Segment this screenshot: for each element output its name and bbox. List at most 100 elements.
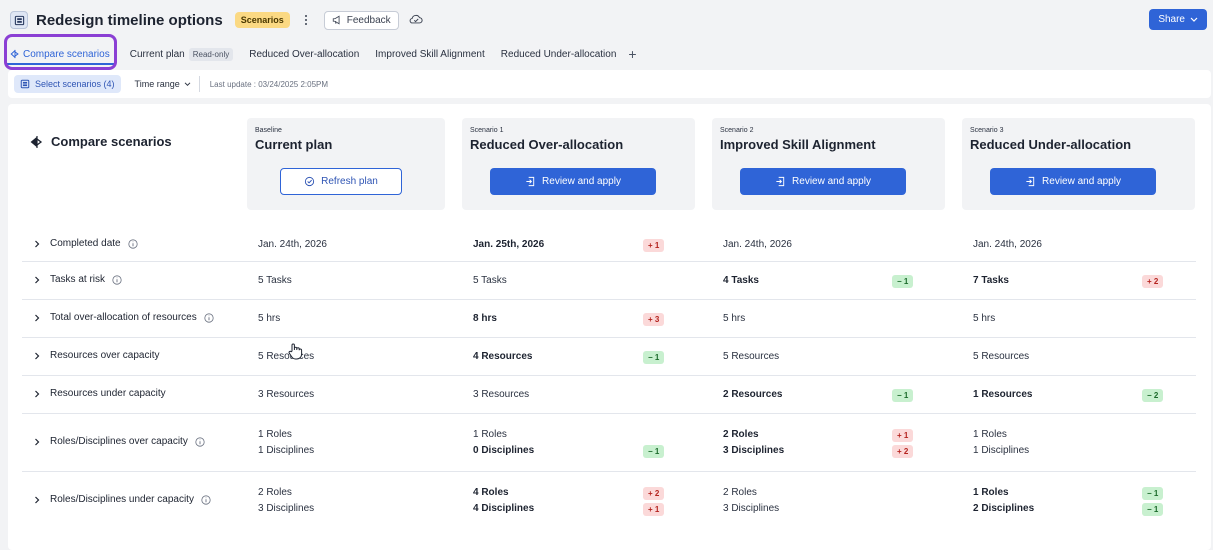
row-label-text: Roles/Disciplines under capacity xyxy=(50,494,194,505)
row-label-text: Total over-allocation of resources xyxy=(50,312,197,323)
refresh-icon xyxy=(305,176,315,187)
tab-compare-scenarios[interactable]: Compare scenarios xyxy=(6,40,114,68)
table-cell: Jan. 24th, 2026 xyxy=(258,239,327,250)
chevron-right-icon[interactable] xyxy=(34,390,40,398)
table-row[interactable]: Completed date Jan. 24th, 2026 Jan. 25th, … xyxy=(22,228,1196,262)
info-icon[interactable] xyxy=(195,436,205,447)
megaphone-icon xyxy=(332,15,340,25)
table-row[interactable]: Roles/Disciplines over capacity 1 Roles 1 … xyxy=(22,414,1196,472)
row-label[interactable]: Roles/Disciplines under capacity xyxy=(34,494,211,505)
increase-badge: + 2 xyxy=(892,445,914,458)
chevron-right-icon[interactable] xyxy=(34,438,40,446)
refresh-plan-button[interactable]: Refresh plan xyxy=(280,168,402,195)
row-label[interactable]: Roles/Disciplines over capacity xyxy=(34,436,205,447)
table-cell: 3 Disciplines xyxy=(723,445,785,456)
info-icon[interactable] xyxy=(112,274,122,285)
time-range-dropdown[interactable]: Time range xyxy=(135,76,200,92)
chevron-down-icon xyxy=(184,81,191,86)
decrease-badge: − 1 xyxy=(643,351,665,364)
tab-reduced-under-allocation[interactable]: Reduced Under-allocation xyxy=(501,40,617,68)
compare-heading-label: Compare scenarios xyxy=(51,134,172,149)
scenario-card-1: Scenario 1 Reduced Over-allocation Revie… xyxy=(462,118,695,210)
table-cell: 1 Disciplines xyxy=(258,445,315,456)
cloud-icon[interactable] xyxy=(409,13,423,28)
tab-improved-skill-alignment[interactable]: Improved Skill Alignment xyxy=(375,40,485,68)
card-kicker: Scenario 2 xyxy=(720,127,754,134)
chevron-right-icon[interactable] xyxy=(34,240,40,248)
decrease-badge: − 1 xyxy=(1142,487,1164,500)
compare-heading: Compare scenarios xyxy=(30,134,172,149)
table-cell: 1 Disciplines xyxy=(973,445,1030,456)
row-label[interactable]: Completed date xyxy=(34,238,138,249)
top-header: Redesign timeline options Scenarios Feed… xyxy=(0,0,1213,40)
decrease-badge: − 1 xyxy=(892,389,914,402)
grid-icon xyxy=(20,79,30,89)
tab-label: Reduced Over-allocation xyxy=(249,48,360,60)
table-cell: 5 Tasks xyxy=(473,275,507,286)
table-row[interactable]: Tasks at risk 5 Tasks 5 Tasks 4 Tasks − 1 7 T… xyxy=(22,262,1196,300)
chevron-right-icon[interactable] xyxy=(34,496,40,504)
scenario-card-3: Scenario 3 Reduced Under-allocation Revi… xyxy=(962,118,1195,210)
compare-icon xyxy=(30,135,43,148)
read-only-tag: Read-only xyxy=(188,47,234,61)
table-cell: 5 hrs xyxy=(258,313,281,324)
kebab-icon[interactable] xyxy=(300,13,312,27)
decrease-badge: − 1 xyxy=(892,275,914,288)
last-update-text: Last update : 03/24/2025 2:05PM xyxy=(209,79,329,89)
compare-icon xyxy=(10,49,19,59)
row-label-text: Resources under capacity xyxy=(50,388,166,399)
share-label: Share xyxy=(1158,14,1185,25)
scenario-tabs: Compare scenarios Current plan Read-only… xyxy=(0,40,1213,68)
apply-icon xyxy=(526,176,535,187)
baseline-card: Baseline Current plan Refresh plan xyxy=(247,118,445,210)
table-cell: 5 hrs xyxy=(973,313,996,324)
row-label[interactable]: Total over-allocation of resources xyxy=(34,312,214,323)
table-row[interactable]: Resources over capacity 5 Resources 4 Reso… xyxy=(22,338,1196,376)
add-tab-icon[interactable]: + xyxy=(628,46,637,62)
row-label[interactable]: Resources under capacity xyxy=(34,388,166,399)
table-cell: 4 Tasks xyxy=(723,275,759,286)
apply-icon xyxy=(776,176,785,187)
review-and-apply-button[interactable]: Review and apply xyxy=(740,168,906,195)
review-and-apply-button[interactable]: Review and apply xyxy=(490,168,656,195)
scenarios-badge: Scenarios xyxy=(234,12,290,28)
table-row[interactable]: Roles/Disciplines under capacity 2 Roles 3… xyxy=(22,472,1196,530)
increase-badge: + 1 xyxy=(643,239,665,252)
table-cell: 2 Roles xyxy=(258,487,292,498)
decrease-badge: − 2 xyxy=(1142,389,1164,402)
feedback-label: Feedback xyxy=(346,14,391,26)
info-icon[interactable] xyxy=(201,494,211,505)
select-scenarios-button[interactable]: Select scenarios (4) xyxy=(14,75,121,93)
table-cell: 3 Disciplines xyxy=(258,503,315,514)
tab-reduced-over-allocation[interactable]: Reduced Over-allocation xyxy=(249,40,359,68)
feedback-button[interactable]: Feedback xyxy=(323,10,399,30)
row-label-text: Resources over capacity xyxy=(50,350,160,361)
review-and-apply-button[interactable]: Review and apply xyxy=(990,168,1156,195)
table-cell: 4 Disciplines xyxy=(473,503,535,514)
card-kicker: Scenario 1 xyxy=(470,127,504,134)
chevron-right-icon[interactable] xyxy=(34,314,40,322)
tab-label: Compare scenarios xyxy=(23,48,110,60)
select-scenarios-label: Select scenarios (4) xyxy=(35,79,115,89)
row-label-text: Completed date xyxy=(50,238,121,249)
table-cell: 2 Disciplines xyxy=(973,503,1035,514)
page-title: Redesign timeline options xyxy=(36,11,223,29)
increase-badge: + 2 xyxy=(1142,275,1164,288)
chevron-right-icon[interactable] xyxy=(34,276,40,284)
chevron-right-icon[interactable] xyxy=(34,352,40,360)
info-icon[interactable] xyxy=(128,238,138,249)
row-label[interactable]: Tasks at risk xyxy=(34,274,122,285)
share-button[interactable]: Share xyxy=(1149,9,1207,30)
row-label[interactable]: Resources over capacity xyxy=(34,350,160,361)
increase-badge: + 1 xyxy=(892,429,914,442)
table-cell: 2 Resources xyxy=(723,389,783,400)
table-row[interactable]: Total over-allocation of resources 5 hrs 8… xyxy=(22,300,1196,338)
info-icon[interactable] xyxy=(204,312,214,323)
tab-label: Improved Skill Alignment xyxy=(375,48,485,60)
scenario-card-2: Scenario 2 Improved Skill Alignment Revi… xyxy=(712,118,945,210)
table-cell: 1 Roles xyxy=(473,429,507,440)
tab-current-plan[interactable]: Current plan Read-only xyxy=(130,40,234,68)
table-cell: Jan. 24th, 2026 xyxy=(723,239,792,250)
row-label-text: Tasks at risk xyxy=(50,274,106,285)
table-row[interactable]: Resources under capacity 3 Resources 3 Res… xyxy=(22,376,1196,414)
